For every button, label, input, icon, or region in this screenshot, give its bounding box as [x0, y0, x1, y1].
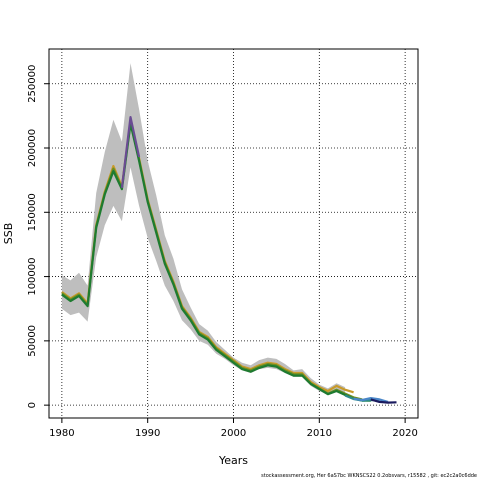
- x-tick-label: 1980: [49, 428, 74, 439]
- y-tick-label: 250000: [27, 65, 38, 103]
- series-lines-layer: [61, 115, 397, 404]
- x-tick-label: 1990: [135, 428, 160, 439]
- x-tick-label: 2000: [221, 428, 246, 439]
- series-line-5: [353, 397, 389, 403]
- y-axis-title: SSB: [2, 223, 15, 245]
- x-axis-title: Years: [218, 454, 248, 467]
- y-tick-label: 50000: [27, 325, 38, 357]
- series-line-6: [370, 398, 397, 404]
- x-tick-label: 2020: [392, 428, 417, 439]
- x-tick-label: 2010: [307, 428, 332, 439]
- series-line-7: [120, 115, 141, 189]
- y-tick-label: 150000: [27, 193, 38, 231]
- x-axis-ticks: 1980 1990 2000 2010 2020: [49, 418, 418, 439]
- confidence-band-layer: [61, 63, 346, 397]
- y-axis-ticks: 0 50000 100000 150000 200000 250000: [27, 65, 49, 408]
- footnote: stockassessment.org, Her 6aS7bc WKNSCS22…: [261, 473, 477, 479]
- y-tick-label: 100000: [27, 257, 38, 295]
- y-tick-label: 0: [27, 402, 38, 408]
- y-tick-label: 200000: [27, 129, 38, 167]
- confidence-band: [61, 63, 346, 397]
- series-line-3: [61, 122, 371, 402]
